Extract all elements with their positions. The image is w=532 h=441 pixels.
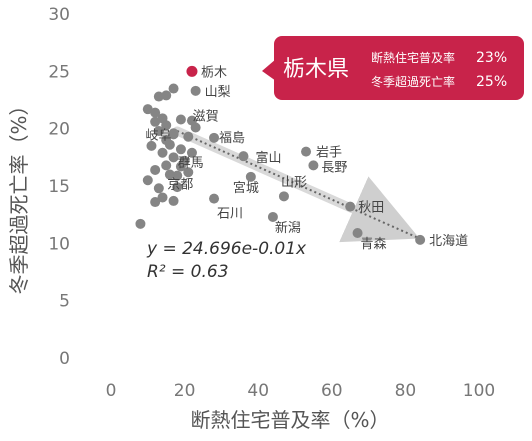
callout-prefecture: 栃木県 [283,57,349,82]
data-point [164,169,175,180]
data-point [172,170,183,181]
data-point [175,114,186,125]
x-tick-label: 40 [247,381,269,401]
y-tick-labels: 0 5 10 15 20 25 30 [48,5,70,369]
point-label: 京都 [167,178,193,193]
point-label: 岩手 [316,146,342,161]
data-point [238,151,249,162]
data-point [278,191,289,202]
data-point [161,160,172,171]
data-point [153,91,164,102]
highlighted-point [186,65,198,77]
trend-dotted-line [176,130,421,240]
data-point [190,85,201,96]
data-point [186,147,197,158]
point-label: 北海道 [429,234,468,249]
point-label: 長野 [321,160,347,175]
y-axis-title: 冬季超過死亡率（%） [7,95,31,294]
data-point [150,164,161,175]
point-label: 山形 [281,175,307,190]
data-point [183,131,194,142]
data-point [153,125,164,136]
point-label: 富山 [255,150,281,166]
x-tick-label: 0 [106,381,117,401]
data-point [150,116,161,127]
point-label: 群馬 [178,156,204,171]
x-tick-label: 100 [463,381,495,401]
data-point [345,201,356,212]
r-squared: R² = 0.63 [147,262,229,282]
x-axis-title: 断熱住宅普及率（%） [190,408,389,432]
point-label: 滋賀 [193,110,219,125]
point-label: 福島 [219,131,245,146]
y-tick-label: 5 [59,292,70,312]
data-point [146,140,157,151]
regression-equation: y = 24.696e-0.01x [146,239,307,259]
y-tick-label: 15 [48,177,70,197]
y-tick-label: 0 [59,349,70,369]
y-tick-label: 10 [48,234,70,254]
data-point [164,139,175,150]
data-point [172,182,183,193]
data-point [168,128,179,139]
data-point [175,144,186,155]
callout-background [274,36,524,100]
callout-row-1-label: 断熱住宅普及率 [371,50,455,65]
x-tick-label: 60 [321,381,343,401]
x-tick-labels: 0 20 40 60 80 100 [106,381,496,401]
data-point [245,171,256,182]
data-point [308,160,319,171]
point-label: 秋田 [358,201,384,216]
data-point [175,161,186,172]
data-point [209,193,220,204]
data-point [161,120,172,131]
data-point [168,83,179,94]
data-point [142,175,153,186]
trend-line [172,126,421,243]
callout-box: 栃木県 断熱住宅普及率 23% 冬季超過死亡率 25% [262,36,524,100]
point-label: 岐阜 [146,127,172,143]
callout-row-2-label: 冬季超過死亡率 [371,74,455,89]
data-point [183,167,194,178]
point-label: 山梨 [205,85,231,100]
data-point [415,234,426,245]
data-point [209,132,220,143]
data-point [352,228,363,239]
callout-pointer [262,59,276,81]
data-point [168,195,179,206]
point-label: 宮城 [233,180,259,196]
data-point [157,192,168,203]
callout-row-2-value: 25% [476,74,507,90]
data-point [186,115,197,126]
point-label: 青森 [361,237,387,252]
point-label: 栃木 [201,65,227,80]
y-tick-label: 20 [48,120,70,140]
data-points [135,65,426,245]
y-tick-label: 25 [48,62,70,82]
x-tick-label: 80 [395,381,417,401]
point-label: 石川 [217,207,243,222]
data-point [153,183,164,194]
data-point [157,147,168,158]
data-point [135,218,146,229]
data-point [301,146,312,157]
data-point [161,90,172,101]
y-tick-label: 30 [48,5,70,25]
data-point [150,197,161,208]
x-tick-label: 20 [174,381,196,401]
data-point [150,107,161,118]
callout-row-1-value: 23% [476,50,507,66]
data-point [267,211,278,222]
point-label: 新潟 [275,220,301,236]
data-point [168,152,179,163]
